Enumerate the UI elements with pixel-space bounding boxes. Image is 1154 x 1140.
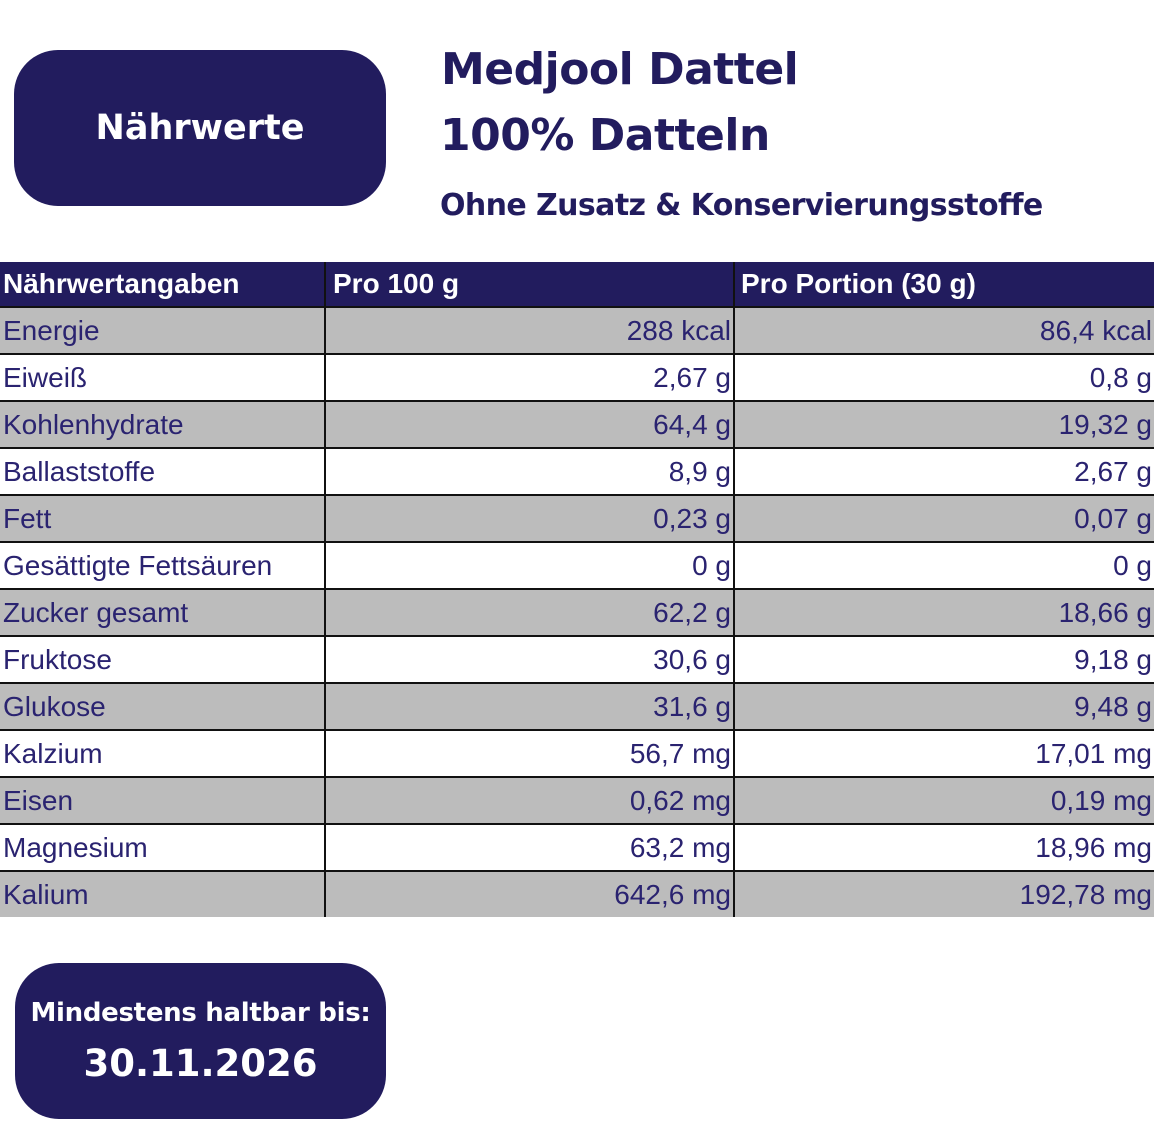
nutrient-name-cell: Kalium [0, 871, 326, 917]
best-before-badge: Mindestens haltbar bis: 30.11.2026 [15, 963, 386, 1119]
naehrwerte-badge: Nährwerte [14, 50, 386, 206]
per-portion-cell: 18,66 g [734, 589, 1154, 637]
per-100g-cell: 56,7 mg [325, 730, 735, 778]
per-portion-cell: 0,19 mg [734, 777, 1154, 825]
nutrient-name-cell: Eisen [0, 777, 326, 825]
nutrient-name-cell: Eiweiß [0, 354, 326, 402]
per-100g-cell: 64,4 g [325, 401, 735, 449]
per-100g-cell: 0,62 mg [325, 777, 735, 825]
column-header-nutrient: Nährwertangaben [0, 262, 326, 308]
column-header-per-100g: Pro 100 g [325, 262, 735, 308]
nutrient-name-cell: Kalzium [0, 730, 326, 778]
nutrition-table: Nährwertangaben Pro 100 g Pro Portion (3… [0, 262, 1154, 917]
nutrient-name-cell: Ballaststoffe [0, 448, 326, 496]
table-row: Kalzium 56,7 mg 17,01 mg [0, 730, 1154, 778]
per-100g-cell: 2,67 g [325, 354, 735, 402]
per-portion-cell: 19,32 g [734, 401, 1154, 449]
table-row: Energie 288 kcal 86,4 kcal [0, 307, 1154, 355]
per-100g-cell: 63,2 mg [325, 824, 735, 872]
per-100g-cell: 642,6 mg [325, 871, 735, 917]
best-before-label: Mindestens haltbar bis: [30, 997, 371, 1028]
per-portion-cell: 0 g [734, 542, 1154, 590]
table-row: Fett 0,23 g 0,07 g [0, 495, 1154, 543]
nutrient-name-cell: Kohlenhydrate [0, 401, 326, 449]
per-100g-cell: 288 kcal [325, 307, 735, 355]
nutrient-name-cell: Energie [0, 307, 326, 355]
per-100g-cell: 30,6 g [325, 636, 735, 684]
table-row: Glukose 31,6 g 9,48 g [0, 683, 1154, 731]
per-portion-cell: 18,96 mg [734, 824, 1154, 872]
nutrient-name-cell: Magnesium [0, 824, 326, 872]
table-header-row: Nährwertangaben Pro 100 g Pro Portion (3… [0, 262, 1154, 308]
table-row: Magnesium 63,2 mg 18,96 mg [0, 824, 1154, 872]
nutrient-name-cell: Gesättigte Fettsäuren [0, 542, 326, 590]
product-title: Medjool Dattel [441, 44, 799, 95]
nutrient-name-cell: Zucker gesamt [0, 589, 326, 637]
product-composition: 100% Datteln [440, 110, 770, 161]
best-before-date: 30.11.2026 [83, 1041, 318, 1085]
table-row: Eisen 0,62 mg 0,19 mg [0, 777, 1154, 825]
product-subtitle: Ohne Zusatz & Konservierungsstoffe [440, 188, 1043, 223]
table-row: Eiweiß 2,67 g 0,8 g [0, 354, 1154, 402]
per-100g-cell: 8,9 g [325, 448, 735, 496]
per-portion-cell: 17,01 mg [734, 730, 1154, 778]
per-100g-cell: 62,2 g [325, 589, 735, 637]
per-portion-cell: 86,4 kcal [734, 307, 1154, 355]
nutrient-name-cell: Glukose [0, 683, 326, 731]
per-100g-cell: 0,23 g [325, 495, 735, 543]
table-row: Ballaststoffe 8,9 g 2,67 g [0, 448, 1154, 496]
per-portion-cell: 192,78 mg [734, 871, 1154, 917]
table-row: Zucker gesamt 62,2 g 18,66 g [0, 589, 1154, 637]
per-portion-cell: 0,8 g [734, 354, 1154, 402]
per-portion-cell: 0,07 g [734, 495, 1154, 543]
table-row: Kalium 642,6 mg 192,78 mg [0, 871, 1154, 917]
nutrient-name-cell: Fett [0, 495, 326, 543]
naehrwerte-badge-label: Nährwerte [95, 108, 305, 148]
table-row: Kohlenhydrate 64,4 g 19,32 g [0, 401, 1154, 449]
table-row: Fruktose 30,6 g 9,18 g [0, 636, 1154, 684]
per-100g-cell: 31,6 g [325, 683, 735, 731]
per-portion-cell: 9,48 g [734, 683, 1154, 731]
nutrient-name-cell: Fruktose [0, 636, 326, 684]
per-100g-cell: 0 g [325, 542, 735, 590]
per-portion-cell: 9,18 g [734, 636, 1154, 684]
column-header-per-portion: Pro Portion (30 g) [734, 262, 1154, 308]
per-portion-cell: 2,67 g [734, 448, 1154, 496]
